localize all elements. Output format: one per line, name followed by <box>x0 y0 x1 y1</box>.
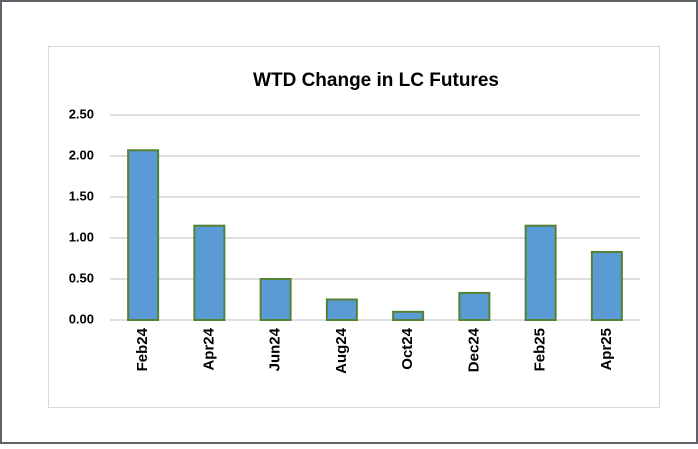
x-tick-label: Feb24 <box>134 327 151 371</box>
y-tick-label: 0.50 <box>69 270 94 285</box>
x-tick-label: Apr24 <box>200 327 217 370</box>
x-tick-label: Jun24 <box>267 327 284 371</box>
y-tick-label: 2.50 <box>69 106 94 121</box>
bar <box>392 310 425 321</box>
chart-title: WTD Change in LC Futures <box>253 70 499 91</box>
bar <box>193 224 226 321</box>
bar <box>325 298 358 321</box>
x-tick-label: Apr25 <box>598 328 615 371</box>
x-tick-label: Feb25 <box>532 328 549 371</box>
bar <box>127 149 160 321</box>
bar <box>590 250 623 321</box>
x-tick-label: Dec24 <box>465 327 482 372</box>
y-tick-label: 1.00 <box>69 229 94 244</box>
bar <box>259 278 292 321</box>
y-tick-label: 2.00 <box>69 147 94 162</box>
x-tick-label: Aug24 <box>333 327 350 374</box>
y-tick-label: 1.50 <box>69 188 94 203</box>
y-tick-label: 0.00 <box>69 311 94 326</box>
bar <box>524 224 557 321</box>
bar <box>458 291 491 322</box>
x-tick-label: Oct24 <box>399 327 416 369</box>
